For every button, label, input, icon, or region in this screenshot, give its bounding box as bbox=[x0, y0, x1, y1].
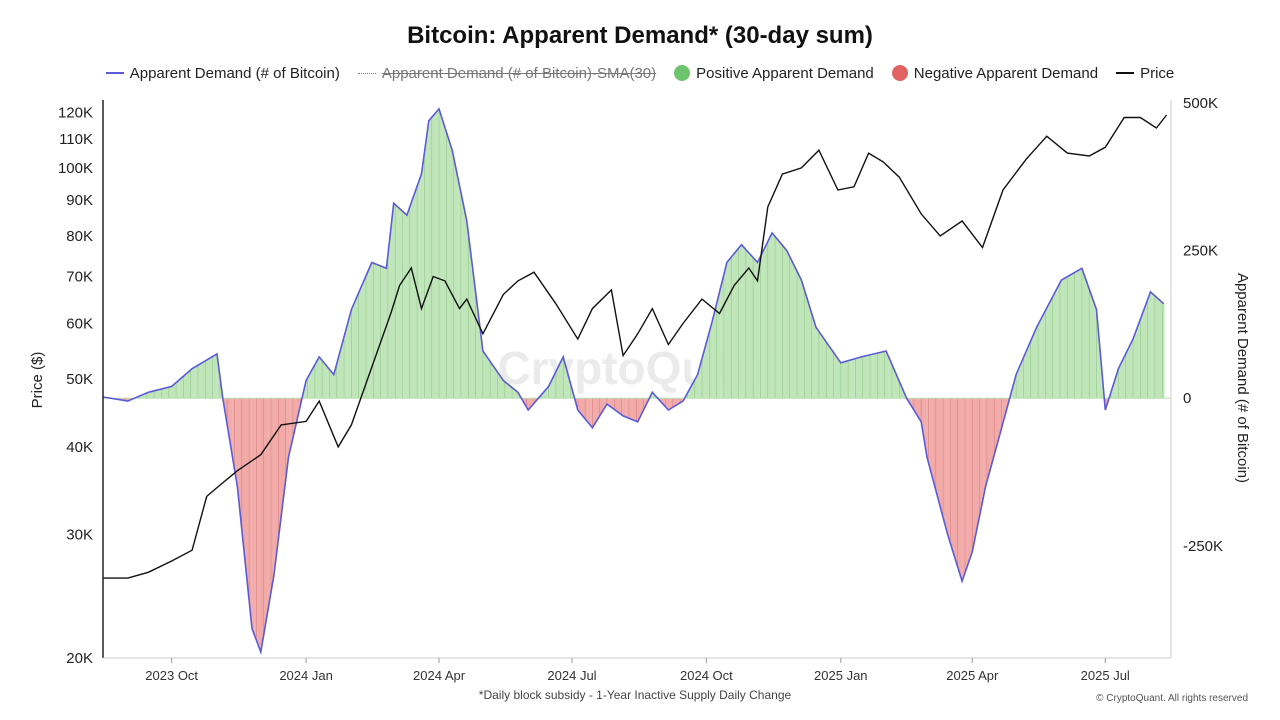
legend-label-price: Price bbox=[1140, 64, 1175, 82]
x-tick-label: 2024 Oct bbox=[680, 668, 733, 683]
right-tick-label: 500K bbox=[1183, 95, 1218, 112]
legend-item-positive[interactable]: Positive Apparent Demand bbox=[674, 65, 874, 82]
left-tick-label: 20K bbox=[66, 650, 93, 667]
demand-series-line bbox=[102, 107, 1165, 656]
legend-label-demand: Apparent Demand (# of Bitcoin) bbox=[129, 64, 340, 82]
left-tick-label: 110K bbox=[59, 131, 93, 148]
right-tick-label: -250K bbox=[1183, 538, 1223, 555]
x-tick-label: 2024 Jan bbox=[279, 668, 333, 683]
x-tick-label: 2025 Jul bbox=[1081, 668, 1130, 683]
left-axis-label: Price ($) bbox=[29, 352, 46, 409]
legend-item-demand[interactable]: Apparent Demand (# of Bitcoin) bbox=[105, 64, 340, 82]
demand-bars bbox=[102, 108, 1171, 653]
right-tick-label: 250K bbox=[1183, 243, 1218, 260]
legend-swatch-positive bbox=[674, 65, 691, 81]
legend-item-negative[interactable]: Negative Apparent Demand bbox=[891, 64, 1099, 82]
legend-swatch-negative bbox=[891, 65, 908, 81]
x-tick-label: 2024 Jul bbox=[547, 668, 596, 683]
legend-label-negative: Negative Apparent Demand bbox=[913, 64, 1099, 82]
left-tick-label: 30K bbox=[66, 527, 93, 544]
chart-title: Bitcoin: Apparent Demand* (30-day sum) bbox=[407, 22, 873, 49]
left-tick-label: 100K bbox=[58, 160, 93, 177]
left-tick-label: 50K bbox=[66, 371, 93, 388]
price-series-line bbox=[103, 114, 1168, 579]
legend-swatch-demand bbox=[105, 72, 124, 74]
x-tick-label: 2023 Oct bbox=[145, 668, 198, 683]
footnote: *Daily block subsidy - 1-Year Inactive S… bbox=[478, 688, 792, 702]
legend-item-price[interactable]: Price bbox=[1116, 65, 1174, 82]
right-axis-label: Apparent Demand (# of Bitcoin) bbox=[1234, 273, 1251, 483]
x-tick-label: 2025 Apr bbox=[946, 668, 999, 683]
copyright: © CryptoQuant. All rights reserved bbox=[1096, 693, 1248, 704]
chart-legend: Apparent Demand (# of Bitcoin) Apparent … bbox=[0, 62, 1280, 84]
legend-item-demand-sma[interactable]: Apparent Demand (# of Bitcoin)-SMA(30) bbox=[357, 64, 657, 82]
left-tick-label: 120K bbox=[58, 104, 93, 121]
legend-label-positive: Positive Apparent Demand bbox=[696, 64, 874, 82]
left-tick-label: 90K bbox=[66, 192, 93, 209]
right-tick-label: 0 bbox=[1183, 390, 1191, 407]
legend-label-demand-sma: Apparent Demand (# of Bitcoin)-SMA(30) bbox=[381, 64, 657, 82]
left-tick-label: 70K bbox=[66, 269, 93, 286]
legend-swatch-demand-sma bbox=[357, 72, 376, 74]
x-tick-label: 2024 Apr bbox=[413, 668, 466, 683]
series-layer bbox=[102, 107, 1168, 656]
legend-swatch-price bbox=[1116, 72, 1135, 74]
x-tick-label: 2025 Jan bbox=[814, 668, 868, 683]
left-tick-label: 80K bbox=[66, 228, 93, 245]
axes-layer: 20K 30K 40K 50K 60K 70K 80K 90K 100K 110K 120K 500K… bbox=[58, 95, 1223, 683]
left-tick-label: 40K bbox=[66, 439, 93, 456]
left-tick-label: 60K bbox=[66, 315, 93, 332]
